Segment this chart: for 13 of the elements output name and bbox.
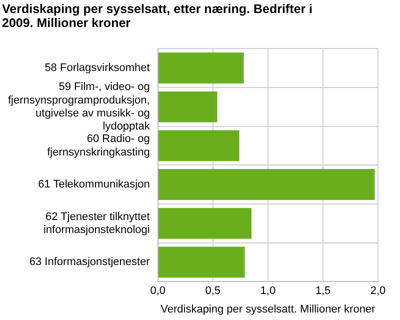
x-tick-label: 1,0 (260, 285, 276, 298)
y-tick-label: 60 Radio- og fjernsynskringkasting (47, 133, 150, 158)
y-tick-label: 63 Informasjonstjenester (29, 256, 150, 268)
y-tick-label: 58 Forlagsvirksomhet (44, 62, 150, 74)
x-tick-label: 1,5 (315, 285, 331, 298)
y-tick-label: 61 Telekommunikasjon (38, 178, 150, 191)
y-tick-label: 62 Tjenester tilknyttet informasjonsteknologi (43, 210, 150, 236)
y-tick-label: 59 Film-, video- og fjernsynsprogramproduksjon, utgivelse av musikk- og lydopptak (8, 81, 150, 133)
x-axis-title: Verdiskaping per sysselsatt. Millioner kroner (160, 303, 376, 316)
x-tick-label: 0,0 (150, 285, 166, 298)
x-tick-label: 2,0 (370, 285, 386, 298)
chart-title: Verdiskaping per sysselsatt, etter næring. Bedrifter i 2009. Millioner kroner (2, 2, 314, 30)
x-tick-label: 0,5 (205, 285, 221, 298)
